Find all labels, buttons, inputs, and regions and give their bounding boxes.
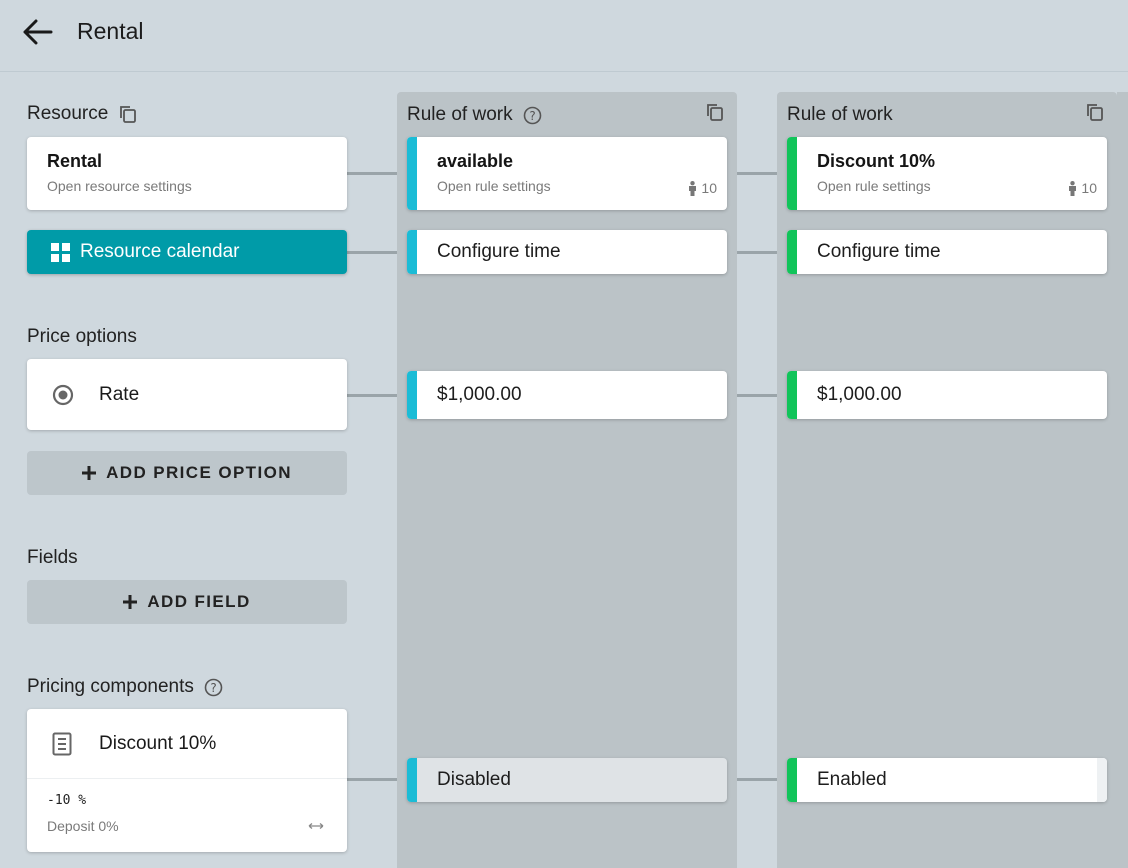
capacity: 10 [688, 180, 717, 196]
resource-settings-link: Open resource settings [47, 178, 192, 194]
connector-line [727, 778, 787, 781]
resource-card[interactable]: Rental Open resource settings [27, 137, 347, 210]
capacity: 10 [1068, 180, 1097, 196]
configure-time-cell[interactable]: Configure time [407, 230, 727, 274]
cell-edge [1097, 758, 1107, 802]
price-options-label: Price options [27, 326, 137, 347]
document-icon [52, 732, 72, 756]
help-icon[interactable]: ? [204, 678, 223, 697]
rule-name: Discount 10% [817, 151, 936, 171]
rule-accent [407, 230, 417, 274]
add-field-button[interactable]: ADD FIELD [27, 580, 347, 624]
person-icon [1069, 180, 1077, 196]
page-title: Rental [77, 18, 144, 44]
component-state: Enabled [817, 769, 887, 790]
rule-accent [787, 371, 797, 419]
connector-line [347, 778, 407, 781]
connector-line [347, 172, 407, 175]
connector-line [727, 394, 787, 397]
resource-name: Rental [47, 151, 103, 171]
card-divider [27, 778, 347, 779]
rule-column-2: Rule of work Discount 10% Open rule sett… [777, 92, 1117, 868]
add-field-label: ADD FIELD [147, 592, 251, 611]
price-value: $1,000.00 [817, 384, 902, 405]
back-button[interactable] [18, 14, 58, 50]
connector-line [727, 172, 787, 175]
price-value: $1,000.00 [437, 384, 522, 405]
rule-accent [787, 230, 797, 274]
help-icon[interactable]: ? [523, 106, 542, 125]
price-option-name: Rate [99, 384, 140, 405]
component-state-cell[interactable]: Disabled [407, 758, 727, 802]
svg-text:?: ? [529, 108, 535, 122]
connector-line [727, 251, 787, 254]
resource-section-label: Resource [27, 103, 138, 125]
radio-selected-icon [52, 384, 74, 406]
rule-name: available [437, 151, 514, 171]
rule-accent [407, 137, 417, 210]
plus-icon [82, 466, 97, 480]
expand-horizontal-icon[interactable] [308, 822, 324, 830]
rule-card[interactable]: Discount 10% Open rule settings 10 [787, 137, 1107, 210]
connector-line [347, 394, 407, 397]
pricing-component-deposit: Deposit 0% [47, 818, 119, 834]
pricing-component-card[interactable]: Discount 10% -10 % Deposit 0% [27, 709, 347, 852]
top-bar: Rental [0, 0, 1128, 72]
person-icon [689, 180, 697, 196]
price-cell[interactable]: $1,000.00 [787, 371, 1107, 419]
fields-label: Fields [27, 547, 78, 568]
pricing-component-value: -10 % [47, 793, 87, 808]
rule-column-3-edge [1117, 92, 1128, 868]
pricing-component-name: Discount 10% [99, 733, 217, 754]
pricing-components-section-label: Pricing components ? [27, 676, 223, 698]
resource-label: Resource [27, 103, 109, 124]
rule-accent [407, 371, 417, 419]
column-title-text: Rule of work [407, 104, 513, 125]
rule-column-1: Rule of work ? available Open rule setti… [397, 92, 737, 868]
configure-time-cell[interactable]: Configure time [787, 230, 1107, 274]
configure-time-label: Configure time [437, 241, 561, 262]
column-title-text: Rule of work [787, 104, 893, 125]
add-price-option-label: ADD PRICE OPTION [106, 463, 292, 482]
capacity-value: 10 [1081, 180, 1097, 196]
pricing-components-label: Pricing components [27, 676, 194, 697]
grid-icon [51, 242, 70, 262]
rule-accent [407, 758, 417, 802]
svg-text:?: ? [210, 680, 216, 694]
component-state: Disabled [437, 769, 511, 790]
copy-icon[interactable] [705, 102, 725, 127]
column-title: Rule of work [787, 104, 893, 126]
price-cell[interactable]: $1,000.00 [407, 371, 727, 419]
rule-settings-link: Open rule settings [817, 178, 931, 194]
add-price-option-button[interactable]: ADD PRICE OPTION [27, 451, 347, 495]
rule-card[interactable]: available Open rule settings 10 [407, 137, 727, 210]
price-option-card[interactable]: Rate [27, 359, 347, 430]
column-title: Rule of work ? [407, 104, 542, 126]
copy-icon[interactable] [1085, 102, 1105, 127]
resource-calendar-label: Resource calendar [80, 241, 240, 262]
rule-settings-link: Open rule settings [437, 178, 551, 194]
rule-accent [787, 758, 797, 802]
plus-icon [123, 595, 138, 609]
connector-line [347, 251, 407, 254]
copy-icon[interactable] [118, 104, 138, 124]
resource-calendar-button[interactable]: Resource calendar [27, 230, 347, 274]
rule-accent [787, 137, 797, 210]
arrow-left-icon [23, 19, 53, 45]
capacity-value: 10 [701, 180, 717, 196]
configure-time-label: Configure time [817, 241, 941, 262]
component-state-cell[interactable]: Enabled [787, 758, 1107, 802]
